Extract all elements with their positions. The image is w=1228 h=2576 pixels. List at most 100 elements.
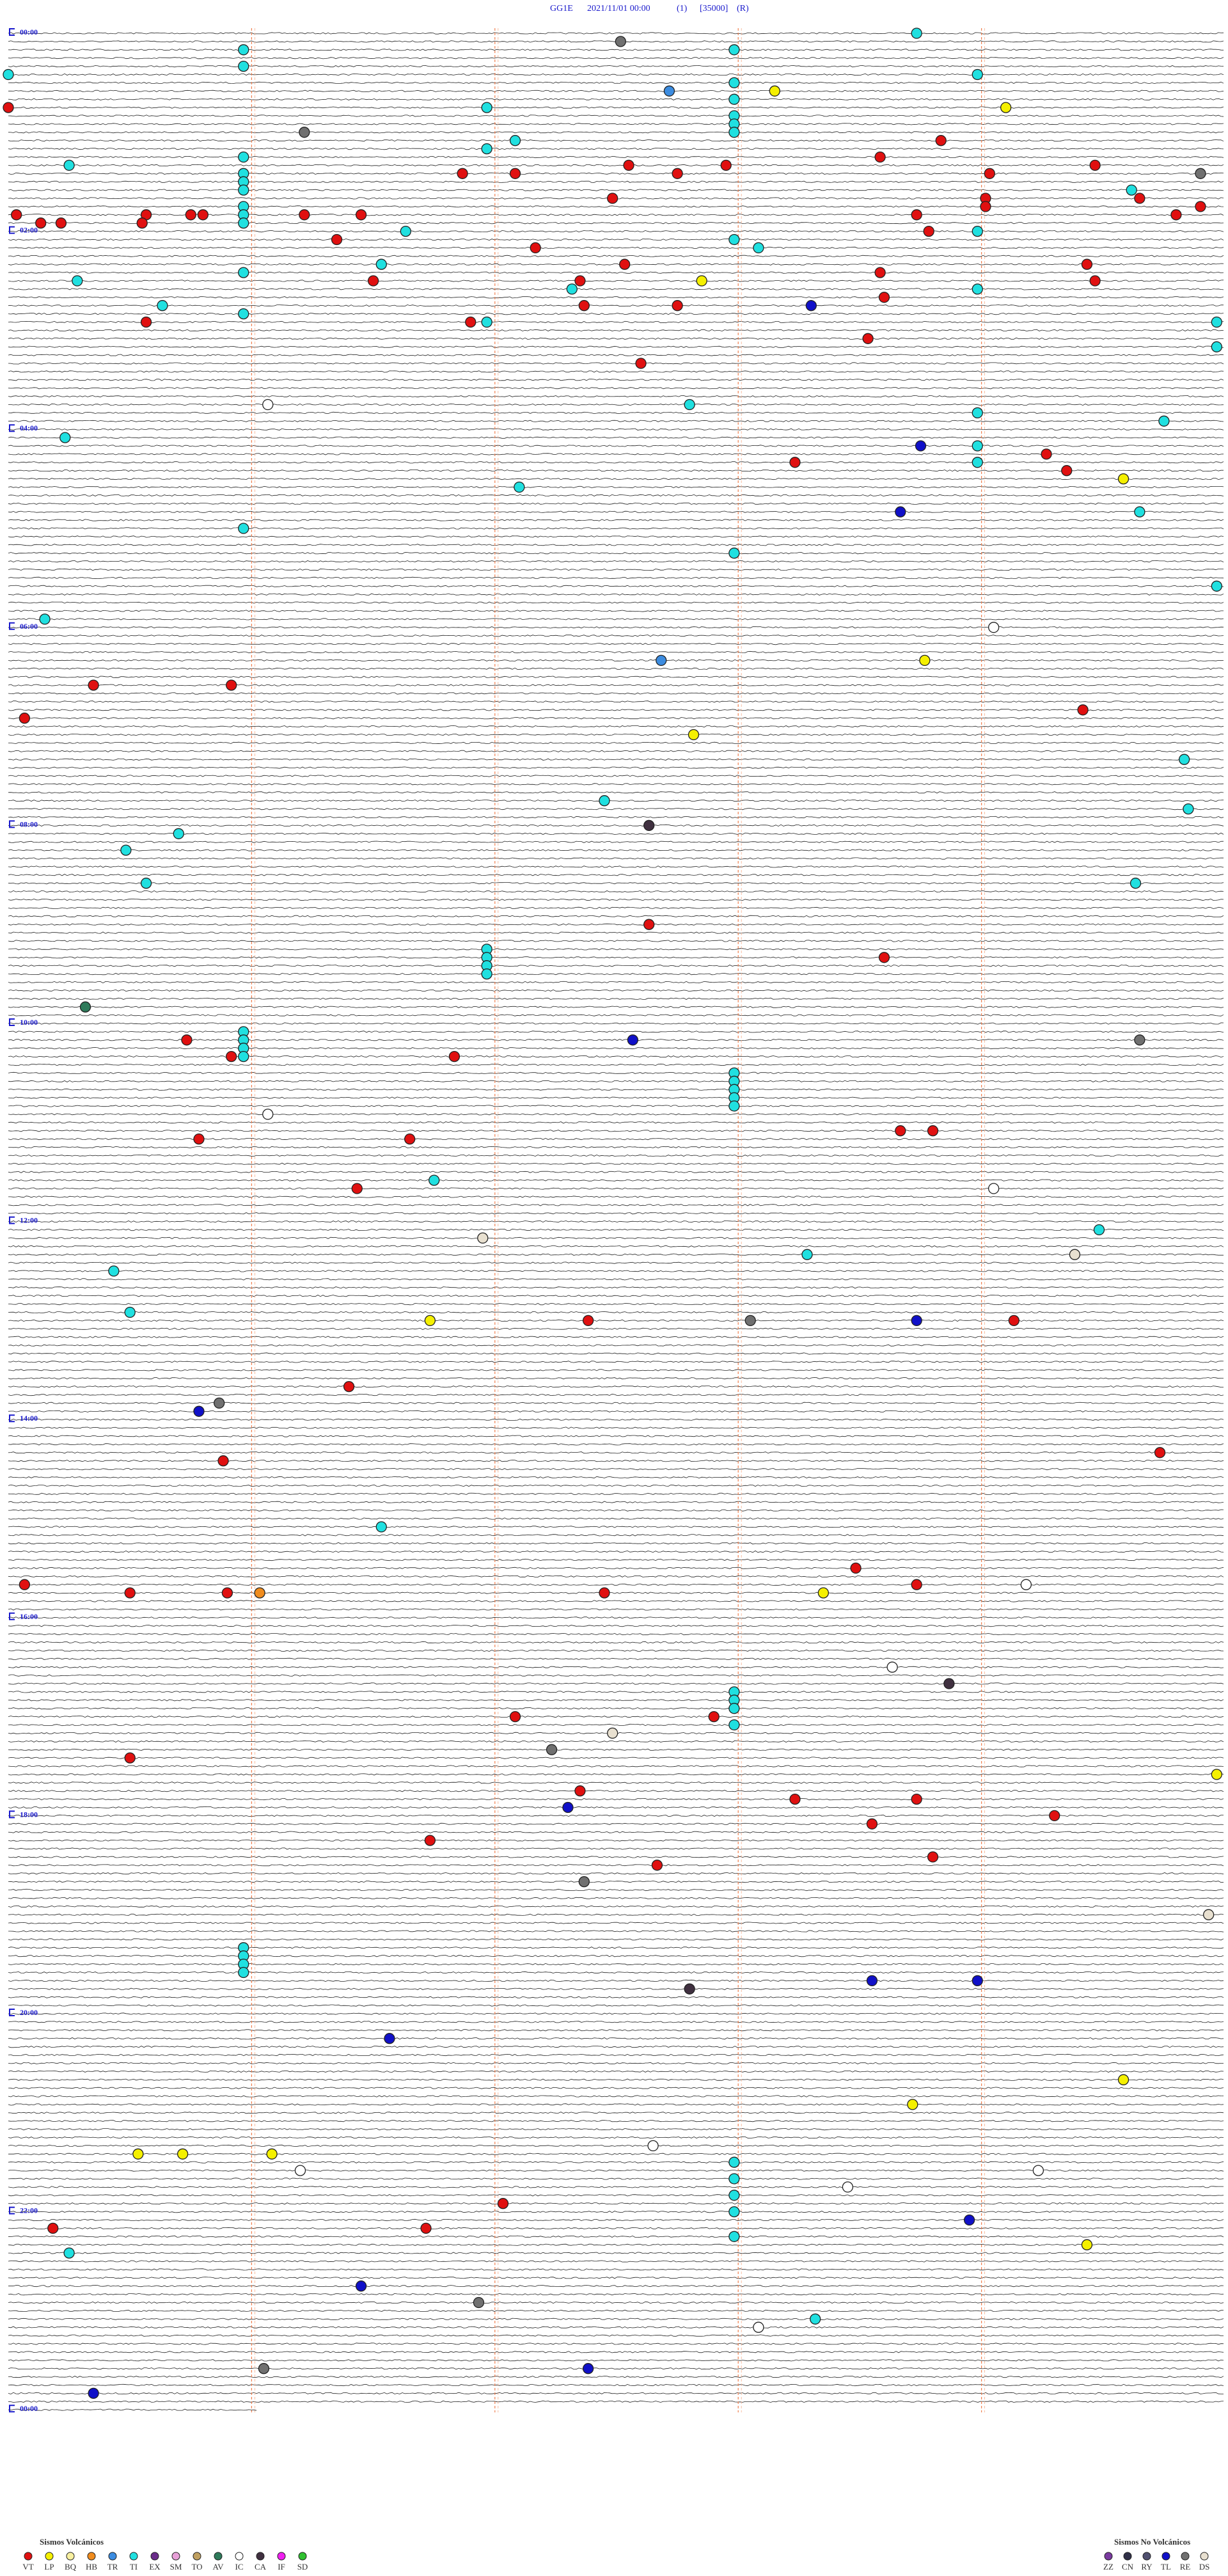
event-marker bbox=[574, 1785, 586, 1797]
hour-marker bbox=[9, 1612, 15, 1620]
event-marker bbox=[805, 300, 817, 312]
trace bbox=[8, 2095, 1224, 2098]
trace bbox=[8, 106, 1224, 109]
hour-label: 00:00 bbox=[20, 2404, 38, 2413]
hour-marker bbox=[9, 226, 15, 234]
trace bbox=[8, 2218, 1224, 2222]
event-marker bbox=[574, 275, 586, 287]
trace bbox=[8, 354, 1224, 356]
trace bbox=[8, 1071, 1224, 1075]
event-marker bbox=[238, 267, 249, 278]
event-marker bbox=[728, 77, 740, 89]
trace bbox=[8, 890, 1224, 893]
legend-label: TL bbox=[1161, 2562, 1171, 2572]
trace bbox=[8, 1080, 1224, 1082]
event-marker bbox=[120, 844, 132, 856]
legend-swatch bbox=[1123, 2552, 1132, 2561]
trace bbox=[8, 470, 1224, 472]
event-marker bbox=[429, 1174, 440, 1186]
event-marker bbox=[728, 1719, 740, 1731]
legend-swatch bbox=[1142, 2552, 1151, 2561]
event-marker bbox=[477, 1232, 489, 1244]
legend-label: RE bbox=[1180, 2562, 1191, 2572]
event-marker bbox=[656, 654, 667, 667]
trace bbox=[8, 2087, 1224, 2089]
event-marker bbox=[1211, 1769, 1222, 1780]
trace bbox=[8, 552, 1224, 555]
hour-label: 14:00 bbox=[20, 1414, 38, 1423]
event-marker bbox=[497, 2198, 509, 2209]
hour-marker bbox=[9, 2405, 15, 2413]
trace bbox=[8, 2277, 1224, 2279]
event-marker bbox=[789, 1793, 801, 1805]
trace bbox=[8, 280, 1224, 282]
trace bbox=[8, 733, 1224, 736]
trace bbox=[8, 1971, 1224, 1974]
event-marker bbox=[972, 225, 983, 237]
event-marker bbox=[753, 242, 764, 254]
event-marker bbox=[1000, 102, 1012, 113]
trace bbox=[8, 791, 1224, 794]
event-marker bbox=[623, 159, 634, 171]
trace bbox=[8, 329, 1224, 332]
legend-swatch bbox=[193, 2552, 201, 2561]
trace bbox=[8, 610, 1224, 612]
legend-swatch bbox=[24, 2552, 33, 2561]
trace bbox=[8, 2053, 1224, 2057]
event-marker bbox=[299, 209, 310, 221]
trace bbox=[8, 800, 1224, 802]
trace bbox=[8, 1509, 1224, 1512]
trace bbox=[8, 1344, 1224, 1347]
trace bbox=[8, 271, 1224, 274]
event-marker bbox=[481, 143, 492, 155]
trace bbox=[8, 2112, 1224, 2114]
trace bbox=[8, 709, 1224, 711]
trace bbox=[8, 766, 1224, 769]
trace bbox=[8, 1723, 1224, 1727]
trace bbox=[8, 1625, 1224, 1627]
event-marker bbox=[911, 28, 922, 39]
trace bbox=[8, 428, 1224, 431]
trace bbox=[8, 2227, 1224, 2230]
event-marker bbox=[238, 308, 249, 320]
legend-title: Sismos Volcánicos bbox=[40, 2537, 104, 2547]
trace bbox=[8, 1682, 1224, 1685]
trace bbox=[8, 230, 1224, 233]
trace bbox=[8, 618, 1224, 620]
trace bbox=[8, 2062, 1224, 2065]
event-marker bbox=[615, 36, 626, 47]
legend-swatch bbox=[214, 2552, 223, 2561]
trace bbox=[8, 1137, 1224, 1141]
event-marker bbox=[1117, 2074, 1130, 2085]
trace bbox=[8, 1955, 1224, 1957]
trace bbox=[8, 477, 1224, 480]
event-marker bbox=[696, 275, 707, 287]
trace bbox=[8, 1154, 1224, 1157]
legend-label: BQ bbox=[65, 2562, 77, 2572]
event-marker bbox=[1170, 209, 1182, 221]
trace bbox=[8, 81, 1224, 84]
trace bbox=[8, 65, 1224, 68]
trace bbox=[8, 370, 1224, 373]
legend-label: CN bbox=[1122, 2562, 1134, 2572]
trace bbox=[8, 816, 1224, 819]
trace bbox=[8, 1096, 1224, 1099]
hour-label: 04:00 bbox=[20, 423, 38, 432]
event-marker bbox=[47, 2222, 59, 2234]
legend-swatch bbox=[1200, 2552, 1209, 2561]
event-marker bbox=[911, 1579, 922, 1590]
trace bbox=[8, 717, 1224, 720]
legend-label: SD bbox=[297, 2562, 308, 2572]
trace bbox=[8, 1641, 1224, 1644]
event-marker bbox=[578, 1876, 590, 1888]
event-marker bbox=[1061, 465, 1073, 477]
event-marker bbox=[672, 168, 683, 179]
event-marker bbox=[935, 135, 947, 146]
trace bbox=[8, 667, 1224, 670]
trace bbox=[8, 2136, 1224, 2139]
event-marker bbox=[1195, 168, 1206, 179]
trace bbox=[8, 857, 1224, 860]
event-marker bbox=[238, 523, 249, 534]
event-marker bbox=[911, 209, 922, 221]
